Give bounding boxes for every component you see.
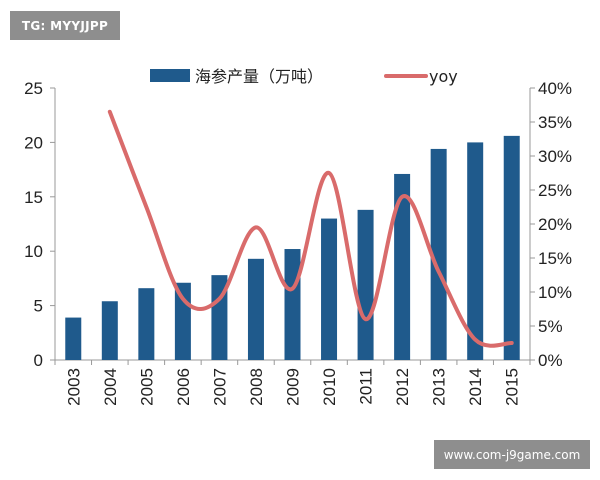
legend: 海参产量（万吨） yoy [150,67,458,86]
y-right-tick-label: 5% [538,317,563,336]
bar [138,288,155,360]
y-right-tick-label: 10% [538,283,572,302]
y-left-tick-label: 25 [24,79,43,98]
line-series [107,109,514,348]
x-tick-label: 2006 [174,368,193,406]
legend-bar-swatch [150,69,190,82]
x-tick-label: 2015 [503,368,522,406]
legend-line-label: yoy [429,67,458,86]
y-right-tick-label: 15% [538,249,572,268]
y-right-tick-label: 20% [538,215,572,234]
y-right-tick-label: 30% [538,147,572,166]
bar [467,142,484,360]
bar [284,249,301,360]
x-tick-label: 2004 [101,368,120,406]
bar [174,282,191,360]
y-left-tick-label: 10 [24,242,43,261]
x-tick-label: 2003 [64,368,83,406]
watermark-top: TG: MYYJJPP [10,11,120,40]
y-right-tick-label: 0% [538,351,563,370]
y-right-tick-label: 25% [538,181,572,200]
y-right-tick-label: 35% [538,113,572,132]
bar [394,173,411,360]
bar [321,218,338,360]
legend-bar-label: 海参产量（万吨） [195,67,323,86]
x-tick-label: 2013 [430,368,449,406]
bar [101,301,118,360]
bar [503,135,520,360]
x-tick-label: 2007 [210,368,229,406]
watermark-bottom: www.com-j9game.com [434,440,590,469]
y-left-tick-label: 0 [34,351,43,370]
x-tick-label: 2012 [393,368,412,406]
y-left-tick-label: 20 [24,133,43,152]
bar [65,317,82,360]
y-left-tick-label: 5 [34,297,43,316]
x-tick-label: 2010 [320,368,339,406]
x-tick-label: 2011 [357,368,376,405]
y-left-tick-label: 15 [24,188,43,207]
x-tick-label: 2009 [284,368,303,406]
y-right-tick-label: 40% [538,79,572,98]
bar [247,258,264,360]
bar [357,209,374,360]
x-tick-label: 2008 [247,368,266,406]
tick-labels: 0 5 10 15 20 25 0% 5% 10% 15% 20% 25% 30% 35% 40% 2003 2… [24,79,572,406]
yoy-line [107,109,514,348]
x-tick-label: 2014 [466,368,485,406]
x-tick-label: 2005 [137,368,156,406]
bar [430,148,447,360]
